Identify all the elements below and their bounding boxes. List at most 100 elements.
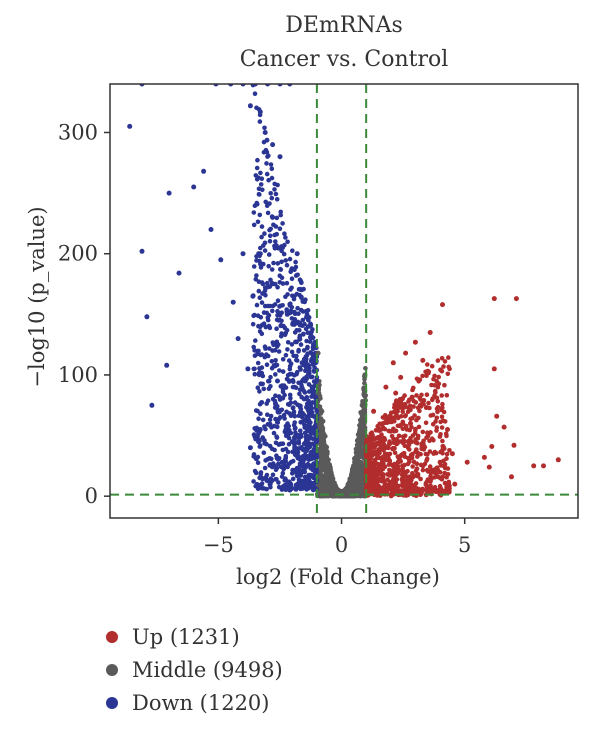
point-up [449,451,455,457]
point-up [425,452,430,457]
point-down [282,416,287,421]
point-middle [356,454,362,460]
point-down [276,342,281,347]
point-down [254,428,259,433]
point-down [292,445,298,450]
point-up [418,476,423,482]
point-up [437,459,443,465]
point-up [392,461,397,467]
point-down [257,329,263,334]
point-down [275,420,281,425]
chart-subtitle: Cancer vs. Control [239,47,449,72]
point-down [269,166,275,172]
point-up [428,486,433,491]
point-down [288,396,293,401]
point-down [302,483,308,488]
point-down [279,310,285,316]
point-down [295,455,301,461]
point-middle [357,417,363,423]
point-down [264,149,270,155]
point-up [373,461,379,467]
point-up [395,464,401,469]
point-down [272,243,277,249]
point-up [420,373,425,379]
point-down [274,477,279,482]
point-up [439,407,444,413]
point-middle [361,408,367,414]
point-up [424,467,430,473]
point-down [308,405,314,410]
point-down [257,401,263,407]
point-down [247,103,253,109]
point-up [441,489,447,494]
point-down [254,105,259,111]
point-middle [319,445,325,451]
point-down [273,416,278,422]
point-up [383,384,389,390]
point-down [283,258,289,263]
point-down [275,457,281,462]
point-up [513,296,519,302]
point-down [254,177,260,182]
point-middle [324,471,330,477]
point-up [491,366,497,372]
point-up [410,464,416,469]
point-up [368,479,374,485]
point-up [395,459,401,465]
point-up [408,416,413,422]
point-up [417,408,422,414]
point-down [256,191,262,197]
point-up [437,434,443,439]
point-up [425,477,431,483]
point-down [294,251,300,257]
point-down [291,411,296,416]
point-up [393,439,399,445]
point-down [269,267,275,272]
point-down [300,377,306,383]
point-down [274,197,280,202]
point-up [383,413,388,418]
point-up [378,427,384,432]
legend-label-up: Up (1231) [132,624,240,649]
point-up [406,457,412,463]
point-up [399,472,405,478]
point-up [387,418,393,424]
point-down [306,382,312,387]
point-up [409,439,415,445]
point-up [426,400,431,406]
point-down [254,302,260,308]
point-down [265,317,271,323]
point-up [392,487,398,493]
point-down [269,359,275,364]
point-up [405,468,410,474]
point-down [267,233,273,239]
point-up [419,392,424,398]
point-down [280,369,286,374]
point-up [375,483,380,489]
point-down [270,472,276,478]
point-down [254,273,259,278]
point-down [297,481,303,487]
point-up [412,339,418,345]
point-down [251,264,257,269]
point-up [370,470,375,476]
point-down [144,314,150,320]
point-down [305,345,310,351]
point-down [284,280,290,286]
point-up [402,405,407,410]
point-down [262,344,268,350]
point-down [295,272,300,278]
point-down [289,349,295,355]
point-up [432,383,438,388]
point-down [278,323,284,329]
point-down [276,484,282,490]
point-down [306,427,312,433]
point-down [299,410,304,415]
point-down [282,231,287,236]
point-down [279,318,284,324]
point-down [300,459,305,465]
point-middle [361,387,367,393]
point-up [403,425,409,431]
point-middle [351,476,357,482]
point-down [305,438,310,443]
